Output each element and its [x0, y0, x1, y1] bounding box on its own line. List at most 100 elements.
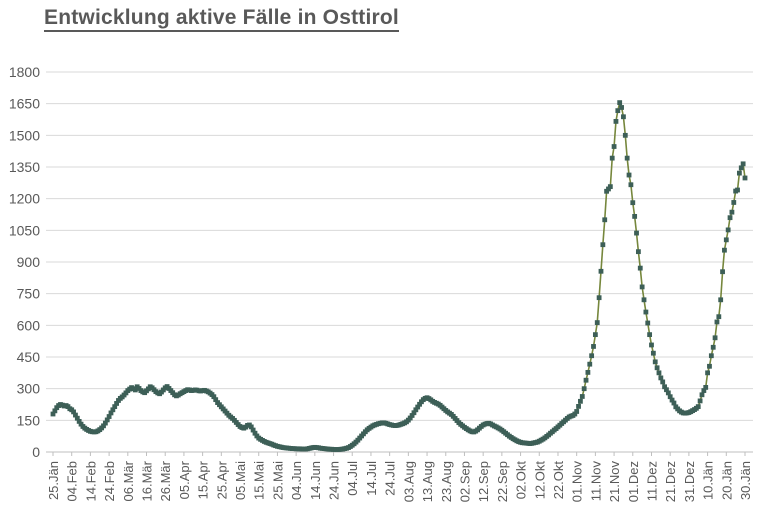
- data-point: [628, 182, 634, 188]
- x-tick-label: 04.Jul: [345, 461, 360, 496]
- data-point: [74, 415, 80, 421]
- data-point: [600, 242, 606, 248]
- x-tick-label: 14.Jun: [308, 461, 323, 500]
- data-point: [637, 265, 643, 271]
- y-tick-label: 900: [17, 254, 41, 270]
- data-point: [710, 344, 716, 350]
- x-tick-label: 14.Feb: [83, 461, 98, 501]
- data-point: [731, 200, 737, 205]
- data-point: [417, 401, 422, 407]
- data-point: [705, 370, 710, 376]
- y-tick-label: 300: [17, 381, 41, 397]
- data-point: [626, 172, 632, 178]
- x-tick-label: 01.Nov: [570, 461, 585, 503]
- data-point: [585, 370, 591, 375]
- data-point: [630, 200, 636, 206]
- data-point: [654, 365, 660, 371]
- data-point: [667, 394, 673, 400]
- y-tick-label: 150: [17, 412, 41, 428]
- data-point: [576, 404, 581, 409]
- data-point: [671, 400, 677, 406]
- x-tick-label: 23.Aug: [439, 461, 454, 502]
- y-tick-label: 1350: [9, 159, 40, 175]
- data-point: [112, 404, 118, 410]
- x-tick-label: 05.Apr: [177, 460, 192, 499]
- x-tick-label: 11.Dez: [644, 461, 659, 501]
- x-tick-label: 12.Okt: [532, 461, 547, 500]
- data-point: [669, 397, 675, 403]
- data-point: [594, 320, 600, 325]
- data-point: [697, 398, 703, 404]
- data-point: [727, 215, 733, 221]
- y-tick-label: 1050: [9, 222, 40, 238]
- data-point: [729, 209, 735, 215]
- x-tick-label: 24.Jul: [383, 461, 398, 496]
- data-point: [701, 388, 707, 393]
- x-tick-label: 25.Apr: [214, 460, 229, 499]
- data-point: [703, 385, 709, 390]
- data-point: [624, 155, 630, 161]
- data-point: [108, 410, 114, 416]
- data-point: [720, 269, 725, 275]
- y-tick-label: 600: [17, 317, 41, 333]
- x-tick-label: 22.Okt: [551, 461, 566, 500]
- data-point: [409, 413, 415, 418]
- data-point: [664, 387, 669, 393]
- data-point: [413, 407, 419, 413]
- x-tick-label: 04.Jun: [289, 461, 304, 500]
- x-tick-label: 21.Dez: [663, 461, 678, 502]
- x-tick-label: 31.Dez: [682, 461, 697, 502]
- x-tick-label: 10.Jän: [701, 461, 716, 500]
- data-point: [213, 397, 219, 403]
- data-point: [634, 230, 639, 236]
- data-point: [609, 155, 615, 161]
- data-point: [645, 320, 651, 326]
- x-axis-labels: 25.Jän 04.Feb 14.Feb 24.Feb 06.Mär 16.Mär 26.M…: [46, 460, 753, 502]
- x-tick-label: 02.Sep: [457, 461, 472, 502]
- x-tick-label: 24.Feb: [102, 461, 117, 501]
- chart-title-text: Entwicklung aktive Fälle in Osttirol: [44, 6, 399, 32]
- y-tick-label: 1800: [9, 64, 40, 80]
- data-point: [589, 353, 595, 359]
- x-tick-label: 15.Mai: [252, 461, 267, 500]
- data-point: [632, 214, 638, 219]
- data-point: [639, 284, 645, 290]
- data-point: [211, 394, 217, 400]
- chart-title: Entwicklung aktive Fälle in Osttirol: [44, 6, 399, 32]
- data-point: [596, 295, 602, 301]
- data-point: [407, 415, 413, 421]
- data-point: [622, 132, 628, 138]
- x-tick-label: 15.Apr: [196, 460, 211, 499]
- data-point: [660, 379, 666, 385]
- data-point: [738, 165, 744, 171]
- data-point: [252, 430, 258, 436]
- data-point: [598, 268, 604, 274]
- data-point: [104, 417, 110, 423]
- x-tick-label: 22.Sep: [495, 461, 510, 502]
- x-tick-label: 16.Mär: [140, 460, 155, 501]
- data-point: [725, 227, 731, 233]
- x-tick-label: 01.Dez: [626, 461, 641, 502]
- data-point: [73, 412, 78, 418]
- data-point: [641, 297, 647, 303]
- data-point: [722, 247, 727, 253]
- y-tick-label: 1500: [9, 127, 40, 143]
- data-point: [591, 344, 596, 349]
- data-point: [71, 409, 76, 415]
- x-tick-label: 25.Jän: [46, 461, 61, 500]
- data-point: [50, 411, 56, 417]
- data-point: [617, 100, 623, 106]
- data-point: [718, 297, 724, 303]
- x-tick-label: 06.Mär: [121, 460, 136, 501]
- x-tick-label: 30.Jän: [738, 461, 753, 500]
- data-point: [52, 408, 58, 414]
- data-point: [114, 401, 119, 406]
- data-line: [52, 101, 746, 451]
- data-point: [102, 420, 108, 426]
- data-point: [110, 407, 116, 413]
- data-point: [658, 375, 664, 381]
- data-point: [647, 332, 653, 338]
- data-point: [250, 427, 256, 433]
